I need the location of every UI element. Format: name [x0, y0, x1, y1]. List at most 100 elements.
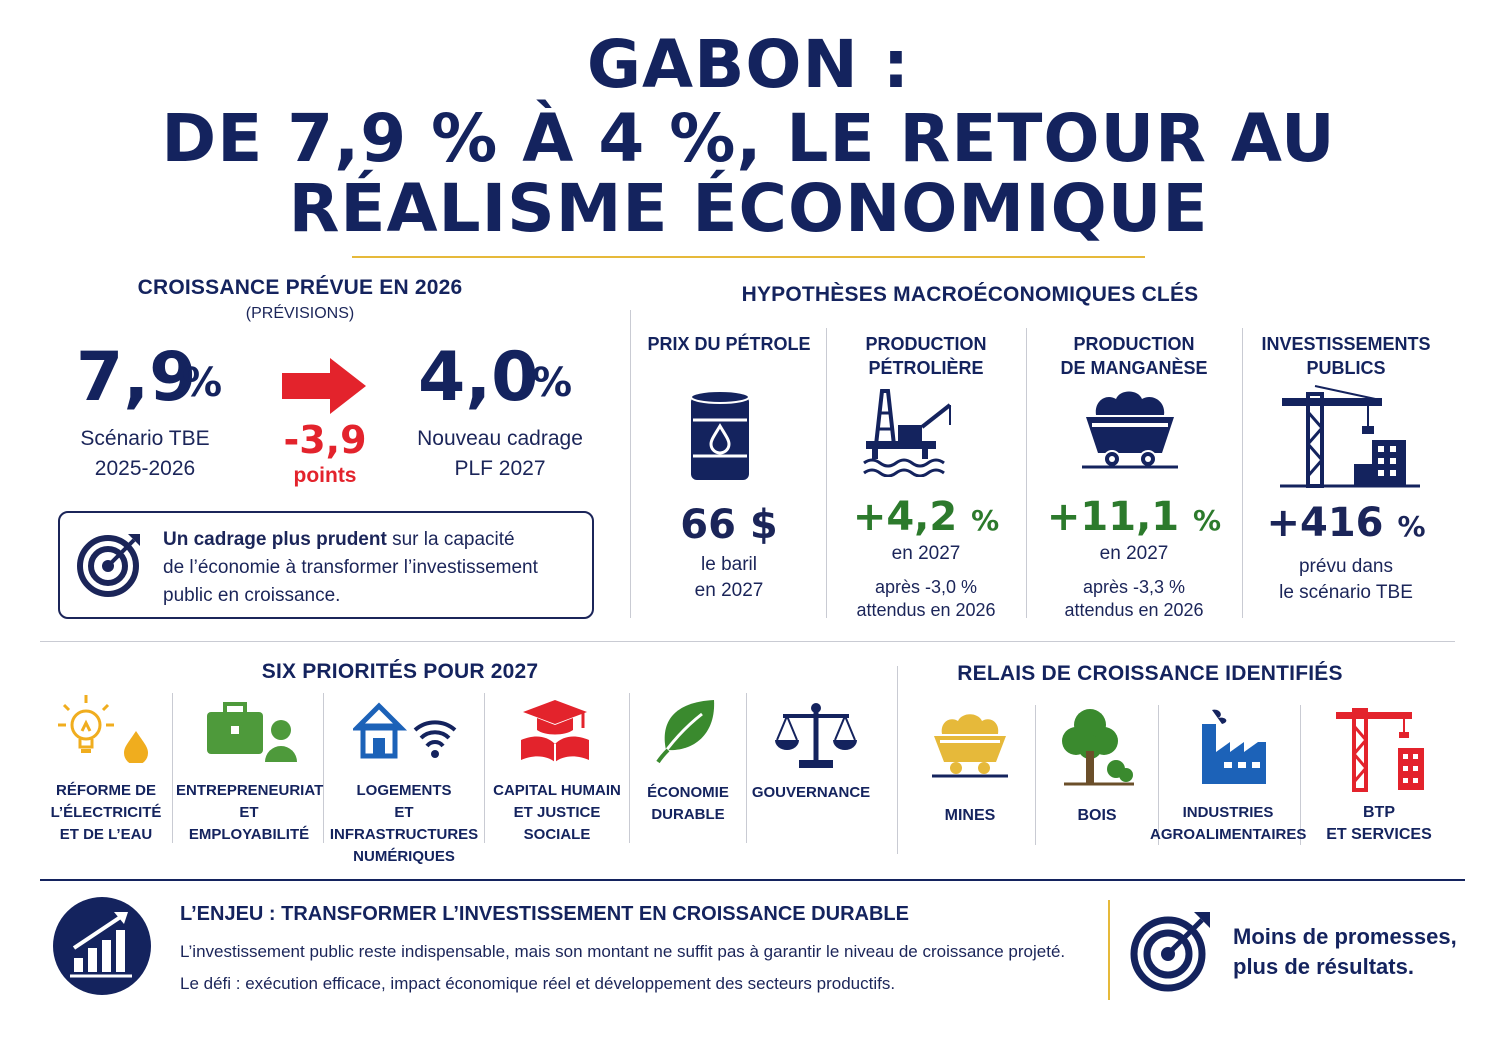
title-line-3: RÉALISME ÉCONOMIQUE	[288, 170, 1209, 247]
oil-production-number: +4,2	[852, 494, 958, 540]
priority-2-line-2: ET	[239, 804, 259, 821]
priority-1-line-1: RÉFORME DE	[55, 782, 156, 799]
priority-5-line-2: DURABLE	[651, 806, 725, 823]
priority-4-line-3: SOCIALE	[523, 826, 591, 843]
divider	[172, 693, 173, 843]
hypotheses-heading: HYPOTHÈSES MACROÉCONOMIQUES CLÉS	[741, 283, 1199, 306]
new-growth-unit: %	[532, 360, 573, 406]
oil-production-year: en 2027	[891, 543, 961, 564]
oil-price-value: 66 $	[680, 502, 778, 548]
divider	[629, 693, 630, 843]
manganese-year: en 2027	[1099, 543, 1169, 564]
prudence-box	[58, 511, 594, 619]
relay-3-line-1: INDUSTRIES	[1182, 804, 1274, 821]
prudence-text: Un cadrage plus prudent sur la capacité …	[163, 526, 583, 610]
gold-divider	[1108, 900, 1110, 1000]
priority-4-line-2: ET JUSTICE	[513, 804, 601, 821]
mine-cart-yellow-icon	[932, 714, 1008, 778]
priority-5-line-1: ÉCONOMIE	[647, 784, 729, 801]
divider	[1035, 705, 1036, 845]
hyp-col-3-title-2: DE MANGANÈSE	[1060, 358, 1208, 378]
mine-cart-icon	[1082, 391, 1178, 469]
old-growth-value: 7,9	[76, 338, 197, 417]
priority-5-label: ÉCONOMIE DURABLE	[632, 782, 744, 826]
hyp-col-4-title-1: INVESTISSEMENTS	[1261, 334, 1431, 354]
briefcase-person-icon	[207, 702, 297, 762]
manganese-number: +11,1	[1046, 494, 1180, 540]
stake-line-1: L’investissement public reste indispensa…	[180, 942, 1066, 961]
bulb-drop-icon	[58, 695, 148, 763]
divider	[1300, 705, 1301, 845]
stake-line-2: Le défi : exécution efficace, impact éco…	[180, 974, 896, 993]
investment-text-2: le scénario TBE	[1279, 582, 1413, 603]
manganese-unit: %	[1193, 504, 1222, 537]
relay-1-label: MINES	[944, 807, 996, 824]
new-growth-label-2: PLF 2027	[454, 457, 546, 480]
motto: Moins de promesses, plus de résultats.	[1233, 922, 1457, 982]
prudence-rest: sur la capacité	[386, 529, 515, 550]
title-line-2: DE 7,9 % À 4 %, LE RETOUR AU	[161, 100, 1336, 177]
oil-price-text-2: en 2027	[694, 580, 764, 601]
oil-production-note-1: après -3,0 %	[874, 577, 978, 597]
delta-value: -3,9	[283, 418, 367, 462]
growth-chart-icon	[53, 897, 151, 995]
relay-4-label: BTP ET SERVICES	[1304, 802, 1454, 846]
relays-heading: RELAIS DE CROISSANCE IDENTIFIÉS	[957, 662, 1343, 685]
priority-3-line-2: ET INFRASTRUCTURES	[329, 804, 479, 843]
hyp-col-3-title-1: PRODUCTION	[1073, 334, 1195, 354]
priority-1-line-2: L’ÉLECTRICITÉ	[50, 804, 162, 821]
priority-4-line-1: CAPITAL HUMAIN	[493, 782, 621, 799]
hyp-col-1-title: PRIX DU PÉTROLE	[647, 334, 811, 354]
leaf-icon	[656, 700, 715, 764]
relay-4-line-1: BTP	[1363, 804, 1395, 821]
hyp-col-4-title-2: PUBLICS	[1306, 358, 1386, 378]
delta-unit: points	[293, 464, 357, 487]
priority-3-line-3: NUMÉRIQUES	[353, 848, 455, 865]
house-wifi-icon	[353, 702, 457, 759]
old-growth-label-1: Scénario TBE	[80, 427, 210, 450]
graduation-book-icon	[521, 700, 589, 762]
oil-production-value: +4,2 %	[830, 494, 1022, 540]
relay-2-label: BOIS	[1077, 807, 1117, 824]
crane-icon	[1280, 385, 1420, 488]
stake-title: L’ENJEU : TRANSFORMER L’INVESTISSEMENT E…	[180, 903, 909, 925]
priority-3-line-1: LOGEMENTS	[356, 782, 452, 799]
prudence-line-2: de l’économie à transformer l’investisse…	[163, 557, 538, 578]
oil-production-note-2: attendus en 2026	[856, 600, 996, 620]
new-growth-value: 4,0	[418, 338, 539, 417]
motto-line-2: plus de résultats.	[1233, 954, 1414, 979]
title-divider	[352, 256, 1145, 258]
investment-number: +416	[1266, 500, 1384, 546]
relay-3-label: INDUSTRIES AGROALIMENTAIRES	[1150, 802, 1306, 846]
factory-icon	[1202, 709, 1266, 784]
investment-unit: %	[1397, 510, 1426, 543]
growth-heading: CROISSANCE PRÉVUE EN 2026	[137, 276, 463, 299]
investment-value: +416 %	[1246, 500, 1446, 546]
priority-6-label: GOUVERNANCE	[749, 782, 873, 804]
red-crane-icon	[1336, 708, 1424, 792]
oil-price-text-1: le baril	[701, 554, 757, 575]
priority-3-label: LOGEMENTS ET INFRASTRUCTURES NUMÉRIQUES	[326, 780, 482, 868]
priority-1-line-3: ET DE L’EAU	[59, 826, 153, 843]
old-growth-unit: %	[182, 360, 223, 406]
relay-3-line-2: AGROALIMENTAIRES	[1150, 826, 1307, 843]
prudence-bold: Un cadrage plus prudent	[163, 529, 387, 550]
divider	[630, 310, 631, 618]
priority-1-label: RÉFORME DE L’ÉLECTRICITÉ ET DE L’EAU	[40, 780, 172, 846]
relay-4-line-2: ET SERVICES	[1326, 826, 1432, 843]
priority-2-line-3: EMPLOYABILITÉ	[188, 826, 310, 843]
divider	[484, 693, 485, 843]
manganese-note-1: après -3,3 %	[1082, 577, 1186, 597]
oil-production-unit: %	[971, 504, 1000, 537]
prudence-line-3: public en croissance.	[163, 585, 341, 606]
oil-rig-icon	[863, 389, 952, 477]
motto-line-1: Moins de promesses,	[1233, 924, 1457, 949]
divider	[746, 693, 747, 843]
priority-2-line-1: ENTREPRENEURIAT	[176, 782, 324, 799]
manganese-note-2: attendus en 2026	[1064, 600, 1204, 620]
old-growth-label-2: 2025-2026	[94, 457, 196, 480]
scales-icon	[775, 703, 857, 768]
manganese-value: +11,1 %	[1030, 494, 1238, 540]
divider	[1158, 705, 1159, 845]
new-growth-label-1: Nouveau cadrage	[417, 427, 583, 450]
